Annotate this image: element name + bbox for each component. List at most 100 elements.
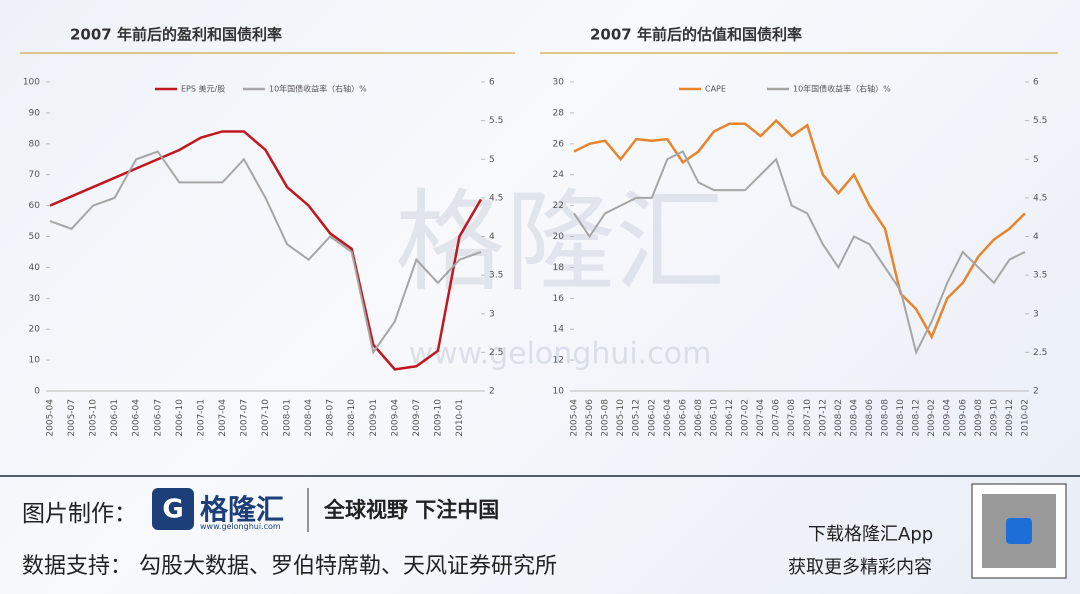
y2-tick-label: 4 <box>1033 232 1039 242</box>
x-tick-label: 2005-07 <box>67 399 77 437</box>
logo-url: www.gelonghui.com <box>200 522 281 531</box>
x-tick-label: 2005-04 <box>46 399 56 437</box>
y-tick-label: 28 <box>553 108 565 118</box>
slogan: 全球视野 下注中国 <box>324 498 500 522</box>
x-tick-label: 2007-04 <box>218 399 228 437</box>
y2-tick-label: 4.5 <box>1033 193 1047 203</box>
y-tick-label: 14 <box>553 325 565 335</box>
y-tick-label: 40 <box>29 263 41 273</box>
x-tick-label: 2007-07 <box>239 399 249 437</box>
x-tick-label: 2009-01 <box>369 399 379 437</box>
credit-label: 图片制作： <box>22 501 137 527</box>
x-tick-label: 2006-04 <box>663 399 673 437</box>
x-tick-label: 2006-10 <box>709 399 719 437</box>
x-tick-label: 2006-06 <box>678 399 688 437</box>
y2-tick-label: 5.5 <box>489 116 503 126</box>
x-tick-label: 2009-10 <box>989 399 999 437</box>
x-tick-label: 2008-04 <box>849 399 859 437</box>
y2-tick-label: 2 <box>489 387 495 397</box>
x-tick-label: 2007-04 <box>756 399 766 437</box>
y-tick-label: 20 <box>553 232 565 242</box>
y-tick-label: 90 <box>29 108 41 118</box>
legend-label: 10年国债收益率（右轴）% <box>269 84 367 94</box>
x-tick-label: 2008-10 <box>896 399 906 437</box>
x-tick-label: 2005-04 <box>570 399 580 437</box>
y2-tick-label: 3.5 <box>1033 271 1047 281</box>
y-tick-label: 20 <box>29 325 41 335</box>
x-tick-label: 2005-06 <box>585 399 595 437</box>
x-tick-label: 2009-12 <box>1005 399 1015 437</box>
x-tick-label: 2006-10 <box>175 399 185 437</box>
y-tick-label: 24 <box>553 170 565 180</box>
x-tick-label: 2008-10 <box>347 399 357 437</box>
y2-tick-label: 2.5 <box>489 348 503 358</box>
x-tick-label: 2008-12 <box>912 399 922 437</box>
x-tick-label: 2005-10 <box>89 399 99 437</box>
y2-tick-label: 4.5 <box>489 193 503 203</box>
watermark: 格隆汇 <box>395 178 725 306</box>
x-tick-label: 2009-04 <box>943 399 953 437</box>
logo-icon <box>152 488 194 530</box>
x-tick-label: 2008-06 <box>865 399 875 437</box>
app-line: 获取更多精彩内容 <box>788 557 932 578</box>
series-line <box>49 150 482 355</box>
app-line: 下载格隆汇App <box>808 524 934 545</box>
y-tick-label: 10 <box>29 356 41 366</box>
y2-tick-label: 3 <box>1033 309 1039 319</box>
x-tick-label: 2009-02 <box>927 399 937 437</box>
x-tick-label: 2005-08 <box>601 399 611 437</box>
y-tick-label: 60 <box>29 201 41 211</box>
x-tick-label: 2008-04 <box>304 399 314 437</box>
x-tick-label: 2007-12 <box>818 399 828 437</box>
x-tick-label: 2010-01 <box>455 399 465 437</box>
source: 数据支持： 勾股大数据、罗伯特席勒、天风证券研究所 <box>22 554 557 579</box>
x-tick-label: 2008-08 <box>881 399 891 437</box>
y2-tick-label: 3.5 <box>489 271 503 281</box>
y-tick-label: 16 <box>553 294 565 304</box>
x-tick-label: 2006-04 <box>132 399 142 437</box>
x-tick-label: 2009-10 <box>433 399 443 437</box>
y2-tick-label: 6 <box>1033 78 1039 88</box>
x-tick-label: 2008-07 <box>326 399 336 437</box>
y2-tick-label: 5 <box>489 155 495 165</box>
x-tick-label: 2007-10 <box>803 399 813 437</box>
y2-tick-label: 6 <box>489 78 495 88</box>
y2-tick-label: 2.5 <box>1033 348 1047 358</box>
qr-logo <box>1006 518 1032 544</box>
x-tick-label: 2010-02 <box>1021 399 1031 437</box>
y-tick-label: 18 <box>553 263 565 273</box>
x-tick-label: 2006-08 <box>694 399 704 437</box>
logo-glyph: G <box>162 495 183 525</box>
series-line <box>573 150 1026 356</box>
y-tick-label: 30 <box>553 78 565 88</box>
x-tick-label: 2007-01 <box>196 399 206 437</box>
y-tick-label: 10 <box>553 387 565 397</box>
y-tick-label: 70 <box>29 170 41 180</box>
logo-text: 格隆汇 <box>200 493 285 526</box>
watermark-url: www.gelonghui.com <box>409 337 712 372</box>
y2-tick-label: 5.5 <box>1033 116 1047 126</box>
y-tick-label: 12 <box>553 356 564 366</box>
chart-title: 2007 年前后的盈利和国债利率 <box>70 26 282 44</box>
chart-title: 2007 年前后的估值和国债利率 <box>590 26 802 44</box>
y-tick-label: 100 <box>23 78 40 88</box>
y-tick-label: 22 <box>553 201 564 211</box>
y2-tick-label: 3 <box>489 309 495 319</box>
x-tick-label: 2007-08 <box>787 399 797 437</box>
x-tick-label: 2007-02 <box>741 399 751 437</box>
y-tick-label: 30 <box>29 294 41 304</box>
x-tick-label: 2007-10 <box>261 399 271 437</box>
x-tick-label: 2006-12 <box>725 399 735 437</box>
y-tick-label: 80 <box>29 139 41 149</box>
x-tick-label: 2006-01 <box>110 399 120 437</box>
legend-label: CAPE <box>705 85 726 94</box>
x-tick-label: 2006-02 <box>647 399 657 437</box>
y-tick-label: 50 <box>29 232 41 242</box>
legend-label: EPS 美元/股 <box>181 84 225 94</box>
y-tick-label: 0 <box>34 387 40 397</box>
x-tick-label: 2009-07 <box>412 399 422 437</box>
x-tick-label: 2005-12 <box>632 399 642 437</box>
x-tick-label: 2008-01 <box>283 399 293 437</box>
